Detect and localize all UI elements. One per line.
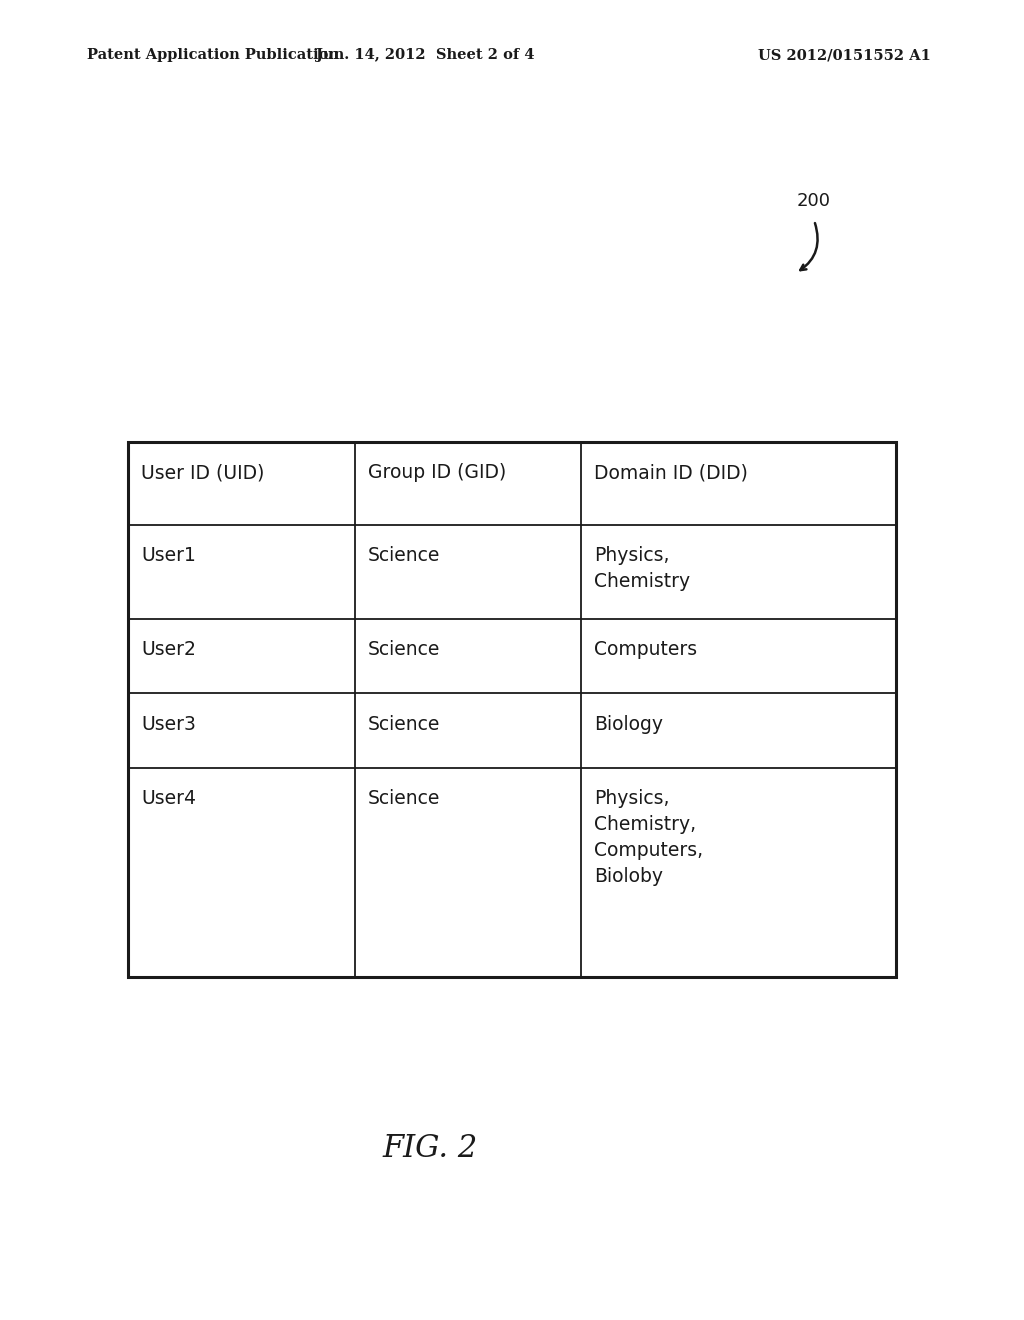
Text: User1: User1	[141, 546, 197, 565]
Text: Science: Science	[368, 789, 440, 808]
Text: Jun. 14, 2012  Sheet 2 of 4: Jun. 14, 2012 Sheet 2 of 4	[315, 49, 535, 62]
Text: Patent Application Publication: Patent Application Publication	[87, 49, 339, 62]
Text: FIG. 2: FIG. 2	[382, 1133, 478, 1164]
Text: Domain ID (DID): Domain ID (DID)	[594, 463, 749, 482]
Text: Science: Science	[368, 640, 440, 659]
Text: User ID (UID): User ID (UID)	[141, 463, 264, 482]
Text: User4: User4	[141, 789, 197, 808]
Text: User2: User2	[141, 640, 197, 659]
Text: 200: 200	[797, 191, 831, 210]
Text: Biology: Biology	[594, 714, 664, 734]
Text: Science: Science	[368, 546, 440, 565]
Text: Physics,
Chemistry: Physics, Chemistry	[594, 546, 690, 591]
Text: User3: User3	[141, 714, 197, 734]
Bar	[128, 442, 896, 977]
Text: Science: Science	[368, 714, 440, 734]
Text: Group ID (GID): Group ID (GID)	[368, 463, 506, 482]
Text: Physics,
Chemistry,
Computers,
Bioloby: Physics, Chemistry, Computers, Bioloby	[594, 789, 703, 886]
Text: Computers: Computers	[594, 640, 697, 659]
Text: US 2012/0151552 A1: US 2012/0151552 A1	[759, 49, 931, 62]
